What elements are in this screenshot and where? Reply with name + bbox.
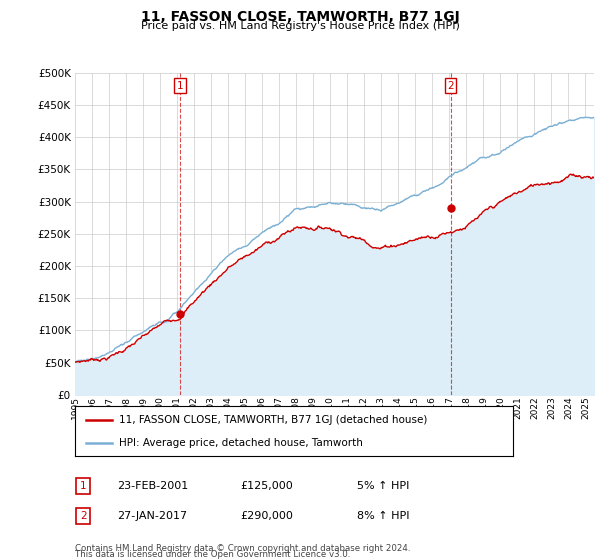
Text: 8% ↑ HPI: 8% ↑ HPI: [357, 511, 409, 521]
Text: 2: 2: [447, 81, 454, 91]
Text: 27-JAN-2017: 27-JAN-2017: [117, 511, 187, 521]
Bar: [76, 508, 91, 524]
Text: This data is licensed under the Open Government Licence v3.0.: This data is licensed under the Open Gov…: [75, 550, 350, 559]
Text: 23-FEB-2001: 23-FEB-2001: [117, 480, 188, 491]
Text: Contains HM Land Registry data © Crown copyright and database right 2024.: Contains HM Land Registry data © Crown c…: [75, 544, 410, 553]
Text: £290,000: £290,000: [240, 511, 293, 521]
Text: 2: 2: [80, 511, 87, 521]
Text: Price paid vs. HM Land Registry's House Price Index (HPI): Price paid vs. HM Land Registry's House …: [140, 21, 460, 31]
Text: 11, FASSON CLOSE, TAMWORTH, B77 1GJ (detached house): 11, FASSON CLOSE, TAMWORTH, B77 1GJ (det…: [119, 415, 427, 425]
Text: 5% ↑ HPI: 5% ↑ HPI: [357, 480, 409, 491]
Text: 1: 1: [80, 480, 87, 491]
Bar: [76, 478, 91, 493]
Text: 11, FASSON CLOSE, TAMWORTH, B77 1GJ: 11, FASSON CLOSE, TAMWORTH, B77 1GJ: [140, 10, 460, 24]
Text: 1: 1: [176, 81, 183, 91]
Text: HPI: Average price, detached house, Tamworth: HPI: Average price, detached house, Tamw…: [119, 438, 362, 449]
Text: £125,000: £125,000: [240, 480, 293, 491]
